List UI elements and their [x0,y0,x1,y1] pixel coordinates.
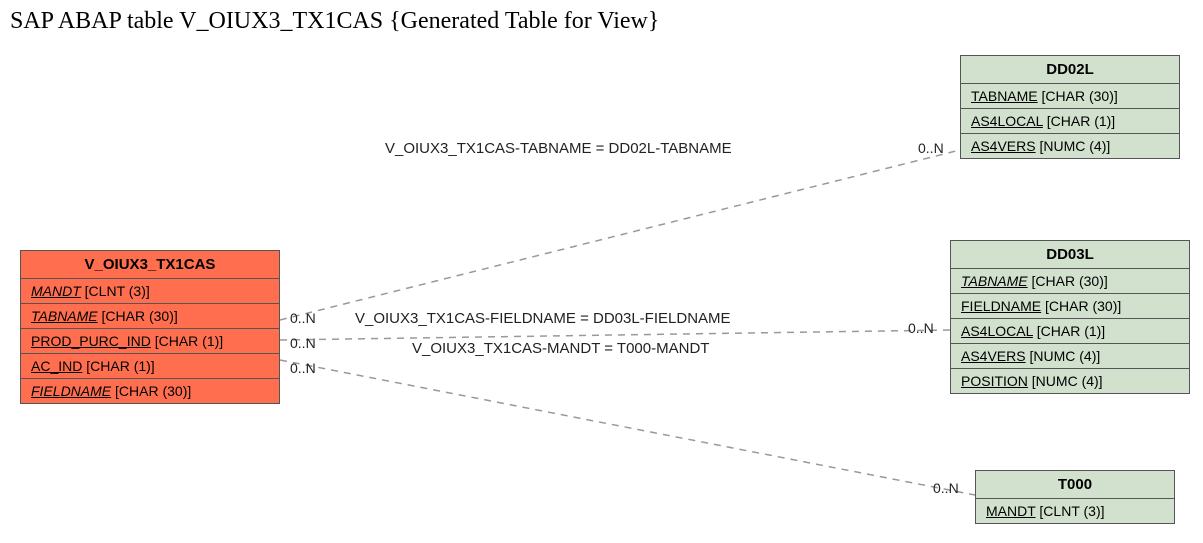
field-type: [CHAR (30)] [1032,273,1108,289]
field-name: FIELDNAME [31,383,111,399]
field-type: [CHAR (1)] [1037,323,1105,339]
field-type: [CHAR (30)] [1045,298,1121,314]
entity-dd03l-row: POSITION [NUMC (4)] [951,369,1189,393]
entity-main-row: FIELDNAME [CHAR (30)] [21,379,279,403]
field-type: [CHAR (30)] [102,308,178,324]
field-name: MANDT [986,503,1036,519]
field-type: [CLNT (3)] [85,283,150,299]
entity-main-row: TABNAME [CHAR (30)] [21,304,279,329]
field-name: PROD_PURC_IND [31,333,151,349]
field-name: FIELDNAME [961,298,1041,314]
page-title: SAP ABAP table V_OIUX3_TX1CAS {Generated… [10,8,659,35]
field-type: [NUMC (4)] [1029,348,1100,364]
entity-dd03l-row: AS4LOCAL [CHAR (1)] [951,319,1189,344]
field-name: TABNAME [971,88,1038,104]
field-type: [CHAR (30)] [115,383,191,399]
cardinality-from: 0..N [290,360,316,376]
entity-dd03l-title: DD03L [951,241,1189,269]
field-type: [CHAR (1)] [155,333,223,349]
field-name: AS4VERS [971,138,1036,154]
cardinality-from: 0..N [290,310,316,326]
entity-dd03l-row: FIELDNAME [CHAR (30)] [951,294,1189,319]
field-type: [CHAR (1)] [86,358,154,374]
cardinality-to: 0..N [918,140,944,156]
field-type: [NUMC (4)] [1032,373,1103,389]
field-type: [NUMC (4)] [1039,138,1110,154]
entity-t000: T000MANDT [CLNT (3)] [975,470,1175,524]
field-type: [CLNT (3)] [1039,503,1104,519]
entity-dd02l-title: DD02L [961,56,1179,84]
field-name: AS4VERS [961,348,1026,364]
entity-dd02l: DD02LTABNAME [CHAR (30)]AS4LOCAL [CHAR (… [960,55,1180,159]
field-name: MANDT [31,283,81,299]
relation-label: V_OIUX3_TX1CAS-TABNAME = DD02L-TABNAME [385,140,732,157]
field-name: AC_IND [31,358,82,374]
field-type: [CHAR (1)] [1047,113,1115,129]
entity-dd02l-row: AS4LOCAL [CHAR (1)] [961,109,1179,134]
field-name: AS4LOCAL [971,113,1043,129]
cardinality-to: 0..N [908,320,934,336]
entity-dd02l-row: AS4VERS [NUMC (4)] [961,134,1179,158]
relation-label: V_OIUX3_TX1CAS-MANDT = T000-MANDT [412,340,709,357]
field-name: AS4LOCAL [961,323,1033,339]
entity-dd03l: DD03LTABNAME [CHAR (30)]FIELDNAME [CHAR … [950,240,1190,394]
entity-main-row: PROD_PURC_IND [CHAR (1)] [21,329,279,354]
entity-dd03l-row: AS4VERS [NUMC (4)] [951,344,1189,369]
entity-dd03l-row: TABNAME [CHAR (30)] [951,269,1189,294]
relation-label: V_OIUX3_TX1CAS-FIELDNAME = DD03L-FIELDNA… [355,310,731,327]
relation-line [280,330,950,340]
field-name: POSITION [961,373,1028,389]
field-name: TABNAME [961,273,1028,289]
field-type: [CHAR (30)] [1042,88,1118,104]
relation-line [280,360,975,495]
entity-main-row: AC_IND [CHAR (1)] [21,354,279,379]
entity-main-title: V_OIUX3_TX1CAS [21,251,279,279]
cardinality-from: 0..N [290,335,316,351]
entity-dd02l-row: TABNAME [CHAR (30)] [961,84,1179,109]
entity-main: V_OIUX3_TX1CASMANDT [CLNT (3)]TABNAME [C… [20,250,280,404]
relation-line [280,150,960,320]
cardinality-to: 0..N [933,480,959,496]
entity-t000-title: T000 [976,471,1174,499]
entity-main-row: MANDT [CLNT (3)] [21,279,279,304]
field-name: TABNAME [31,308,98,324]
entity-t000-row: MANDT [CLNT (3)] [976,499,1174,523]
